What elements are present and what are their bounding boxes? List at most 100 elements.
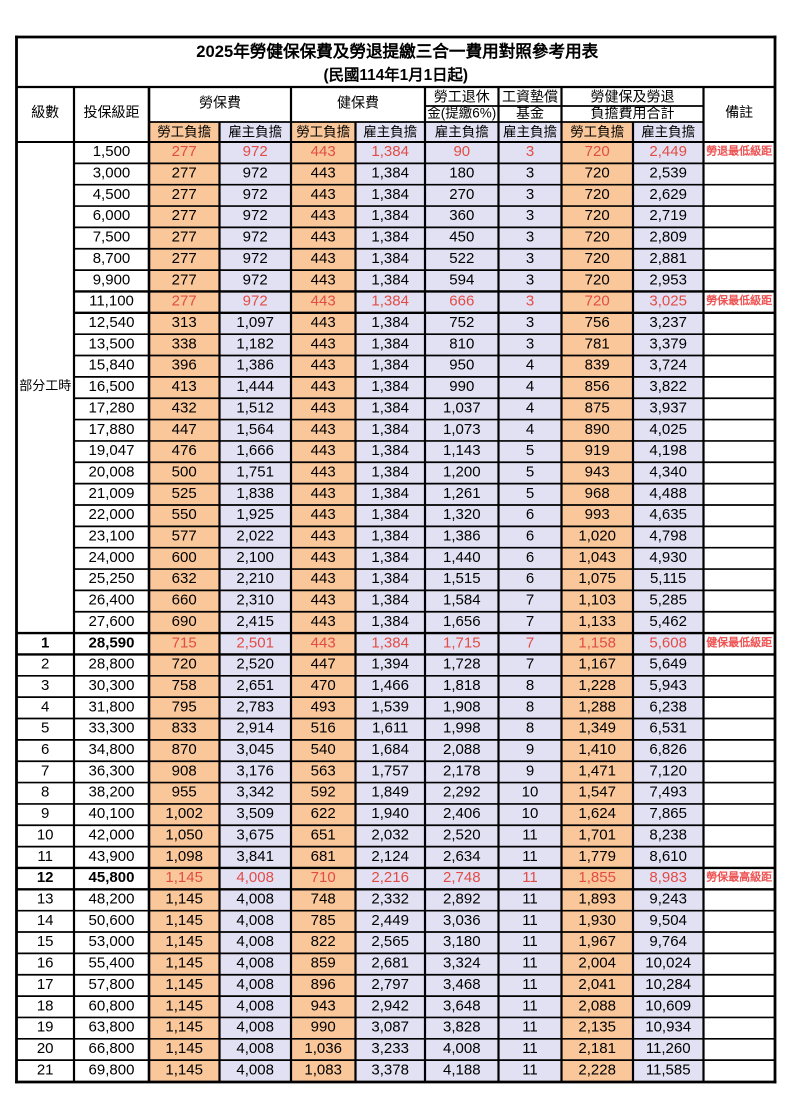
- svg-text:雇主負擔: 雇主負擔: [228, 123, 282, 139]
- svg-text:2,135: 2,135: [578, 1019, 616, 1036]
- svg-text:4: 4: [526, 421, 534, 438]
- svg-text:3,509: 3,509: [236, 805, 274, 822]
- svg-text:3,937: 3,937: [649, 399, 687, 416]
- svg-text:690: 690: [172, 613, 197, 630]
- svg-text:1,656: 1,656: [443, 613, 481, 630]
- svg-text:級數: 級數: [31, 104, 59, 120]
- svg-text:1,384: 1,384: [371, 421, 409, 438]
- svg-text:4,008: 4,008: [236, 912, 274, 929]
- svg-text:4,008: 4,008: [236, 933, 274, 950]
- svg-text:8: 8: [526, 677, 534, 694]
- svg-text:10,609: 10,609: [645, 997, 691, 1014]
- svg-text:2,783: 2,783: [236, 698, 274, 715]
- svg-text:6,000: 6,000: [93, 207, 131, 224]
- svg-text:20: 20: [37, 1040, 54, 1057]
- svg-text:1,261: 1,261: [443, 485, 481, 502]
- svg-text:1,384: 1,384: [371, 357, 409, 374]
- svg-text:基金: 基金: [516, 105, 544, 121]
- svg-text:勞保最高級距: 勞保最高級距: [706, 870, 772, 884]
- svg-text:3,087: 3,087: [371, 1019, 409, 1036]
- svg-text:3: 3: [526, 335, 534, 352]
- svg-text:4,008: 4,008: [236, 891, 274, 908]
- svg-text:875: 875: [585, 399, 610, 416]
- svg-text:40,100: 40,100: [89, 805, 135, 822]
- svg-text:360: 360: [449, 207, 474, 224]
- svg-text:8,700: 8,700: [93, 250, 131, 267]
- svg-text:15,840: 15,840: [89, 357, 135, 374]
- svg-text:6,826: 6,826: [649, 741, 687, 758]
- svg-text:11: 11: [522, 955, 538, 972]
- svg-text:10: 10: [522, 784, 539, 801]
- svg-text:443: 443: [311, 314, 336, 331]
- svg-text:1,145: 1,145: [165, 1061, 203, 1078]
- svg-text:1,037: 1,037: [443, 399, 481, 416]
- svg-text:7: 7: [526, 634, 534, 651]
- svg-text:10,024: 10,024: [645, 955, 691, 972]
- svg-text:45,800: 45,800: [89, 869, 135, 886]
- svg-text:4,008: 4,008: [236, 1040, 274, 1057]
- svg-text:2,292: 2,292: [443, 784, 481, 801]
- svg-text:2,088: 2,088: [578, 997, 616, 1014]
- svg-text:6: 6: [41, 741, 49, 758]
- svg-text:2,681: 2,681: [371, 955, 409, 972]
- svg-text:622: 622: [311, 805, 336, 822]
- svg-text:勞健保及勞退: 勞健保及勞退: [591, 88, 675, 104]
- svg-text:432: 432: [172, 399, 197, 416]
- svg-text:594: 594: [449, 271, 474, 288]
- svg-text:1,940: 1,940: [371, 805, 409, 822]
- svg-text:16: 16: [37, 955, 54, 972]
- svg-text:651: 651: [311, 826, 336, 843]
- svg-text:7: 7: [41, 762, 49, 779]
- svg-text:3,036: 3,036: [443, 912, 481, 929]
- svg-text:3,675: 3,675: [236, 826, 274, 843]
- svg-text:4,930: 4,930: [649, 549, 687, 566]
- svg-text:1,384: 1,384: [371, 314, 409, 331]
- svg-text:60,800: 60,800: [89, 997, 135, 1014]
- svg-text:1,384: 1,384: [371, 570, 409, 587]
- svg-text:13: 13: [37, 891, 54, 908]
- svg-text:3: 3: [526, 207, 534, 224]
- svg-text:7,493: 7,493: [649, 784, 687, 801]
- svg-text:3: 3: [526, 143, 534, 160]
- svg-text:勞工負擔: 勞工負擔: [296, 124, 350, 139]
- svg-text:2,651: 2,651: [236, 677, 274, 694]
- svg-text:2,406: 2,406: [443, 805, 481, 822]
- svg-text:781: 781: [585, 335, 610, 352]
- svg-text:396: 396: [172, 357, 197, 374]
- svg-text:3,025: 3,025: [649, 293, 687, 310]
- svg-text:11,100: 11,100: [89, 293, 134, 310]
- svg-text:277: 277: [172, 186, 197, 203]
- svg-text:1,624: 1,624: [578, 805, 616, 822]
- svg-text:2,809: 2,809: [649, 229, 687, 246]
- svg-text:1,036: 1,036: [304, 1040, 342, 1057]
- svg-text:23,100: 23,100: [89, 528, 135, 545]
- svg-text:2,565: 2,565: [371, 933, 409, 950]
- svg-text:6: 6: [526, 506, 534, 523]
- svg-text:5,649: 5,649: [649, 656, 687, 673]
- svg-text:2,216: 2,216: [371, 869, 409, 886]
- svg-text:1,611: 1,611: [372, 720, 408, 737]
- svg-text:1,384: 1,384: [371, 634, 409, 651]
- svg-text:2,100: 2,100: [236, 549, 274, 566]
- svg-text:1,043: 1,043: [578, 549, 616, 566]
- svg-text:33,300: 33,300: [89, 720, 135, 737]
- svg-text:2,953: 2,953: [649, 271, 687, 288]
- svg-text:1,394: 1,394: [371, 656, 409, 673]
- svg-text:1,384: 1,384: [371, 186, 409, 203]
- svg-text:3: 3: [526, 165, 534, 182]
- svg-text:8,983: 8,983: [649, 869, 687, 886]
- svg-text:443: 443: [311, 528, 336, 545]
- svg-text:577: 577: [172, 528, 197, 545]
- svg-text:1,684: 1,684: [371, 741, 409, 758]
- svg-text:972: 972: [243, 165, 268, 182]
- svg-text:1: 1: [41, 634, 49, 651]
- svg-text:756: 756: [585, 314, 610, 331]
- svg-text:雇主負擔: 雇主負擔: [641, 123, 695, 139]
- svg-text:563: 563: [311, 762, 336, 779]
- svg-text:1,666: 1,666: [236, 442, 274, 459]
- svg-text:13,500: 13,500: [89, 335, 135, 352]
- svg-text:4: 4: [526, 378, 534, 395]
- svg-text:338: 338: [172, 335, 197, 352]
- svg-text:1,097: 1,097: [236, 314, 274, 331]
- svg-text:1,075: 1,075: [578, 570, 616, 587]
